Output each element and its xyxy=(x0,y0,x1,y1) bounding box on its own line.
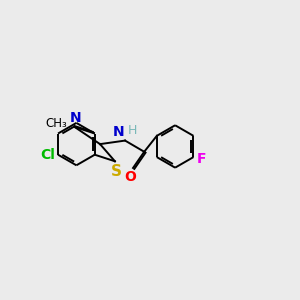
Text: Cl: Cl xyxy=(40,148,55,162)
Text: S: S xyxy=(111,164,122,178)
Text: O: O xyxy=(125,170,136,184)
Text: H: H xyxy=(128,124,137,137)
Text: N: N xyxy=(70,111,81,124)
Text: CH₃: CH₃ xyxy=(46,117,68,130)
Text: F: F xyxy=(196,152,206,166)
Text: N: N xyxy=(112,125,124,140)
